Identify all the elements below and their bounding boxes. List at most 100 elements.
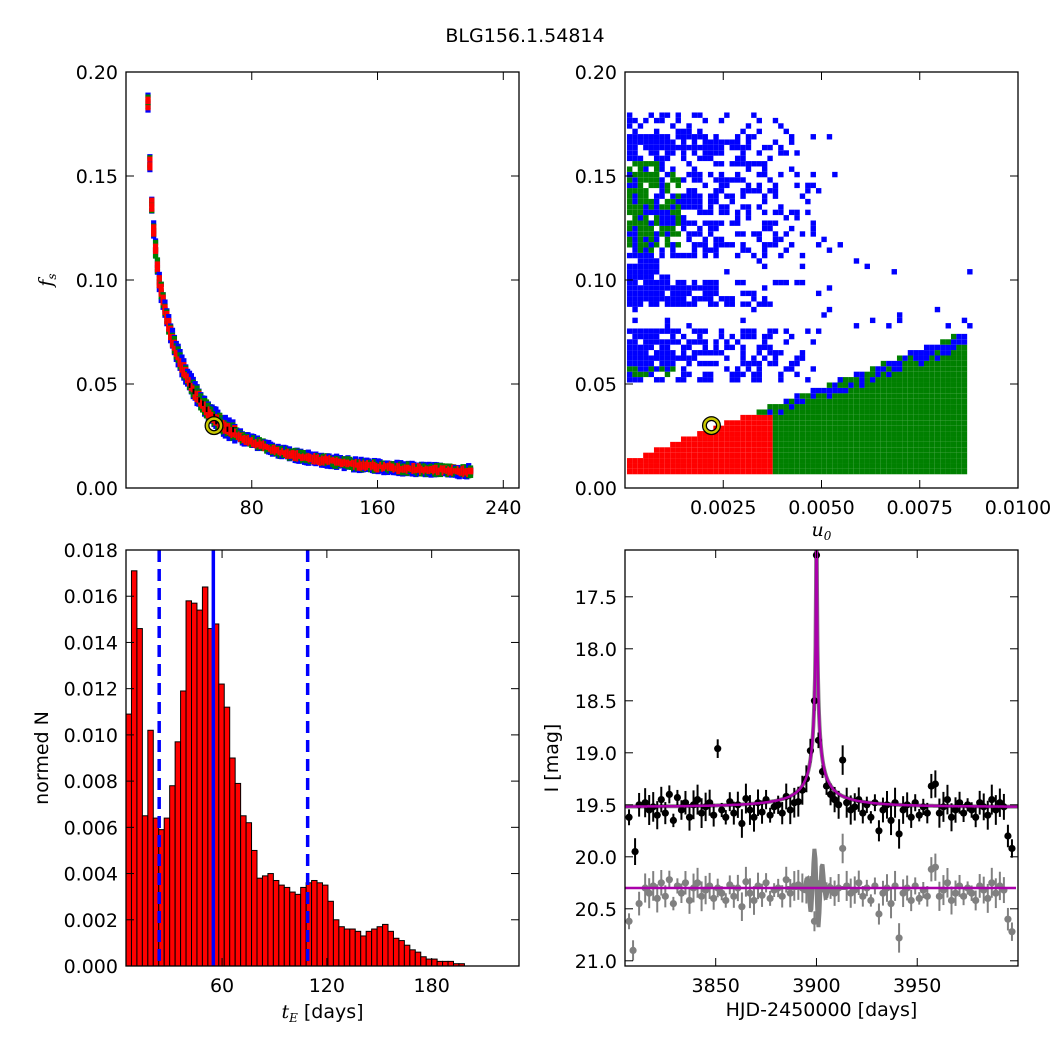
posterior-cell — [691, 328, 698, 334]
posterior-cell — [891, 452, 897, 459]
posterior-cell — [783, 247, 789, 253]
posterior-cell — [670, 350, 676, 356]
posterior-cell — [713, 144, 719, 151]
posterior-cell — [653, 290, 660, 297]
posterior-cell — [902, 420, 908, 426]
posterior-cell — [756, 458, 762, 464]
posterior-cell — [880, 441, 887, 448]
posterior-cell — [637, 123, 644, 129]
posterior-cell — [864, 409, 870, 415]
offset-data-point — [750, 896, 758, 905]
posterior-cell — [702, 155, 708, 162]
posterior-cell — [950, 398, 957, 405]
posterior-cell — [702, 468, 708, 475]
posterior-cell — [664, 242, 671, 248]
posterior-cell — [918, 452, 924, 459]
posterior-cell — [734, 155, 741, 162]
posterior-cell — [853, 458, 860, 464]
posterior-cell — [680, 366, 687, 372]
posterior-cell — [945, 425, 951, 432]
posterior-cell — [880, 425, 887, 432]
posterior-cell — [859, 425, 865, 432]
posterior-cell — [713, 441, 719, 448]
posterior-cell — [886, 323, 892, 329]
posterior-cell — [713, 436, 719, 442]
posterior-cell — [772, 193, 779, 199]
posterior-cell — [659, 247, 665, 253]
posterior-cell — [724, 339, 730, 345]
posterior-cell — [637, 134, 644, 140]
posterior-cell — [767, 431, 773, 437]
posterior-cell — [745, 134, 752, 140]
posterior-cell — [772, 188, 779, 194]
posterior-cell — [697, 193, 703, 199]
posterior-cell — [761, 452, 768, 459]
posterior-cell — [653, 198, 660, 205]
posterior-cell — [686, 344, 692, 351]
posterior-cell — [875, 414, 881, 421]
posterior-cell — [783, 215, 789, 221]
posterior-cell — [643, 193, 649, 199]
posterior-cell — [794, 171, 800, 178]
posterior-cell — [751, 441, 757, 448]
posterior-cell — [707, 290, 714, 297]
posterior-cell — [675, 193, 681, 199]
posterior-cell — [729, 193, 735, 199]
posterior-cell — [869, 463, 876, 469]
posterior-cell — [902, 431, 908, 437]
posterior-cell — [961, 436, 968, 442]
posterior-cell — [810, 339, 816, 345]
posterior-cell — [864, 441, 870, 448]
posterior-cell — [918, 431, 924, 437]
posterior-cell — [702, 285, 708, 291]
posterior-cell — [891, 436, 897, 442]
posterior-cell — [853, 441, 860, 448]
posterior-cell — [675, 209, 681, 216]
posterior-cell — [670, 209, 676, 216]
posterior-cell — [691, 220, 698, 226]
posterior-cell — [799, 279, 806, 286]
posterior-cell — [907, 458, 914, 464]
posterior-cell — [961, 333, 968, 340]
posterior-cell — [767, 409, 773, 415]
posterior-cell — [637, 296, 644, 302]
posterior-cell — [702, 296, 708, 302]
posterior-cell — [686, 441, 692, 448]
posterior-cell — [859, 447, 865, 453]
posterior-cell — [837, 409, 843, 415]
posterior-cell — [810, 409, 816, 415]
posterior-cell — [637, 371, 644, 378]
light-curve-plot — [625, 550, 1018, 961]
posterior-cell — [632, 290, 638, 297]
posterior-cell — [940, 360, 946, 367]
data-point — [923, 809, 931, 817]
posterior-cell — [637, 468, 644, 475]
posterior-cell — [680, 458, 687, 464]
posterior-cell — [761, 247, 768, 253]
y-tick-label: 0.05 — [76, 374, 118, 396]
posterior-cell — [664, 350, 671, 356]
posterior-cell — [945, 409, 951, 415]
posterior-cell — [664, 204, 671, 210]
posterior-cell — [788, 431, 795, 437]
histogram-bar — [354, 930, 362, 966]
posterior-cell — [799, 436, 806, 442]
posterior-cell — [149, 197, 155, 203]
posterior-cell — [751, 188, 757, 194]
posterior-cell — [805, 436, 811, 442]
posterior-cell — [875, 436, 881, 442]
posterior-cell — [751, 231, 757, 237]
posterior-cell — [147, 156, 153, 162]
posterior-cell — [697, 134, 703, 140]
posterior-cell — [632, 171, 638, 178]
offset-data-point — [1004, 915, 1012, 923]
posterior-cell — [756, 371, 762, 378]
data-point — [859, 809, 867, 817]
posterior-cell — [837, 458, 843, 464]
posterior-cell — [697, 155, 703, 162]
posterior-cell — [853, 468, 860, 475]
data-point — [992, 806, 1000, 814]
posterior-cell — [675, 339, 681, 345]
posterior-cell — [626, 339, 633, 345]
posterior-cell — [761, 463, 768, 469]
